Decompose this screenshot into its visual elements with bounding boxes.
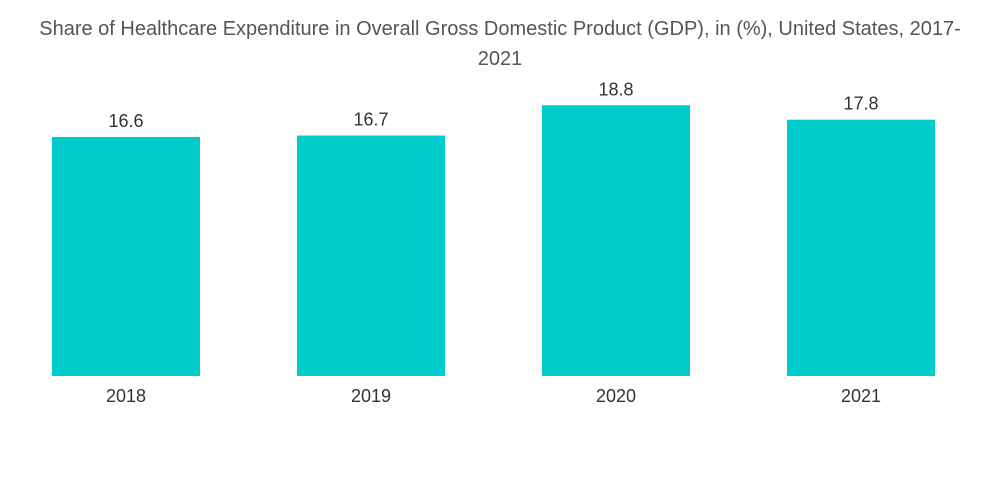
x-tick-label-2021: 2021 <box>841 386 881 406</box>
bar-2021 <box>787 119 935 377</box>
x-axis-tick-labels: 2018 2019 2020 2021 <box>106 386 881 406</box>
value-labels-group: 16.6 16.7 18.8 17.8 <box>108 79 878 131</box>
chart-title: Share of Healthcare Expenditure in Overa… <box>39 18 961 70</box>
value-label-2018: 16.6 <box>108 111 143 131</box>
x-tick-label-2018: 2018 <box>106 386 146 406</box>
value-label-2021: 17.8 <box>843 94 878 114</box>
x-tick-label-2020: 2020 <box>596 386 636 406</box>
x-tick-label-2019: 2019 <box>351 386 391 406</box>
bar-2019 <box>297 135 445 376</box>
bar-2020 <box>542 105 690 376</box>
value-label-2020: 18.8 <box>598 79 633 99</box>
value-label-2019: 16.7 <box>353 110 388 130</box>
bars-group <box>52 105 935 377</box>
bar-2018 <box>52 136 200 376</box>
